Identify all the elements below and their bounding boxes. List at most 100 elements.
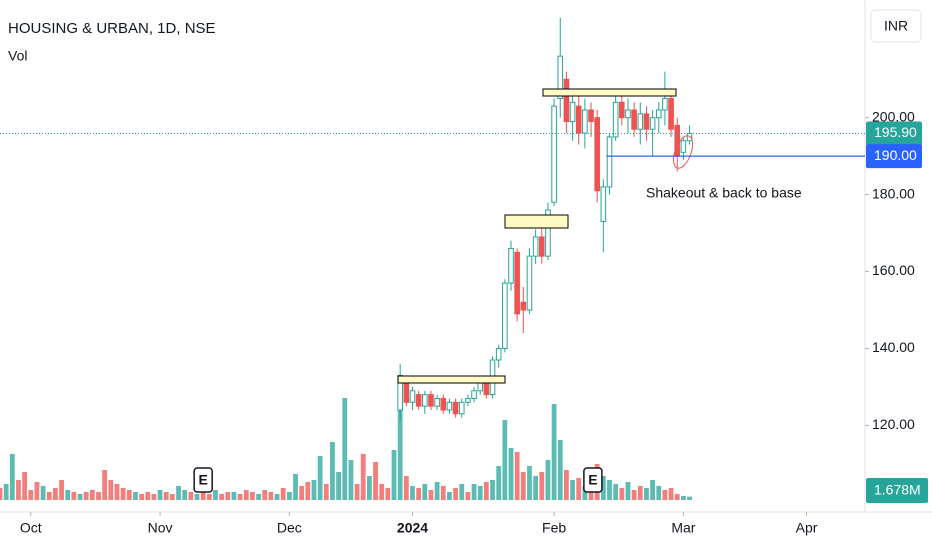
volume-bar [114,484,120,500]
volume-bar [126,490,132,500]
candle-body [397,374,403,411]
volume-bar [139,494,145,500]
volume-bar [274,494,280,500]
volume-bar [46,492,52,500]
currency-button-label[interactable]: INR [884,18,908,34]
volume-bar [453,488,458,500]
candle-body [563,78,570,123]
last-price-tag-label: 195.90 [874,124,917,140]
volume-bar [440,486,446,500]
volume-bar [447,492,452,500]
volume-bar [256,494,261,500]
candle-body [600,186,607,223]
candle-body [619,101,625,119]
volume-bar [576,478,582,500]
volume-bar [22,472,28,500]
candle-body [637,113,644,130]
x-tick-label: Apr [796,520,818,536]
volume-bar [668,488,674,500]
volume-bar [89,490,95,500]
volume-bar [502,420,508,500]
volume-bar [188,492,194,500]
volume-bar [336,472,342,500]
candle-body [594,117,600,192]
volume-bar [428,490,434,500]
candle-body [569,101,576,123]
volume-bar [323,484,329,500]
candle-body [557,55,564,99]
volume-bar [656,486,662,500]
volume-bar [434,482,440,500]
volume-bar [354,484,360,500]
candle-body [465,397,471,403]
candles [397,17,693,422]
volume-bar [206,494,212,500]
currency-button[interactable] [870,9,922,43]
volume-bar [133,492,138,500]
volume-bar [280,488,286,500]
y-tick-label: 120.00 [872,416,915,432]
event-label: E [588,472,597,488]
x-tick-label: Oct [20,520,42,536]
volume-bar [650,480,655,500]
volume-bar [514,452,520,500]
volume-bar [145,492,151,500]
volume-bar [0,488,3,500]
volume-bar [483,482,489,500]
volume-bar [250,492,255,500]
volume-bar [557,440,563,500]
volume-bar [28,490,34,500]
volume-bar [225,492,231,500]
volume-bar [59,480,64,500]
drawings [397,88,694,384]
annotation: Shakeout & back to base [646,185,802,201]
candle-body [680,140,687,153]
candle-body [458,401,465,415]
volume-bar [317,456,323,500]
volume-bar [83,492,89,500]
volume-bar [366,476,372,500]
volume-bar [600,476,606,500]
candle-body [508,247,514,284]
volume-bar [96,492,101,500]
volume-bar [299,486,305,500]
volume-bar [619,488,625,500]
x-tick-label: Nov [148,520,173,536]
volume-bar [410,486,415,500]
volume-bar [570,480,575,500]
candle-body [520,301,527,311]
candle-body [514,251,520,315]
candle-body [452,401,459,415]
volume-bars [0,384,692,500]
volume-bar [268,492,274,500]
volume-bar [169,494,175,500]
volume-bar [397,384,403,500]
volume-bar [77,494,83,500]
volume-bar [348,460,354,500]
volume-bar [243,490,249,500]
volume-legend: Vol [8,48,27,64]
volume-bar [286,492,292,500]
volume-bar [631,490,637,500]
volume-bar [71,492,77,500]
volume-bar [163,492,169,500]
volume-bar [151,494,157,500]
volume-bar [545,460,551,500]
volume-bar [342,398,348,500]
volume-bar [533,476,539,500]
volume-tag-label: 1.678M [874,482,921,498]
candle-body [409,390,416,403]
volume-bar [40,486,46,500]
volume-tag [866,478,928,503]
volume-bar [194,494,200,500]
volume-bar [293,474,298,500]
event-label: E [198,472,207,488]
volume-bar [687,496,692,500]
volume-bar [102,470,108,500]
hline-tag [866,144,922,169]
event-marker [193,467,213,493]
chart-title: HOUSING & URBAN, 1D, NSE [8,20,216,37]
volume-bar [385,488,391,500]
candle-body [440,397,447,411]
